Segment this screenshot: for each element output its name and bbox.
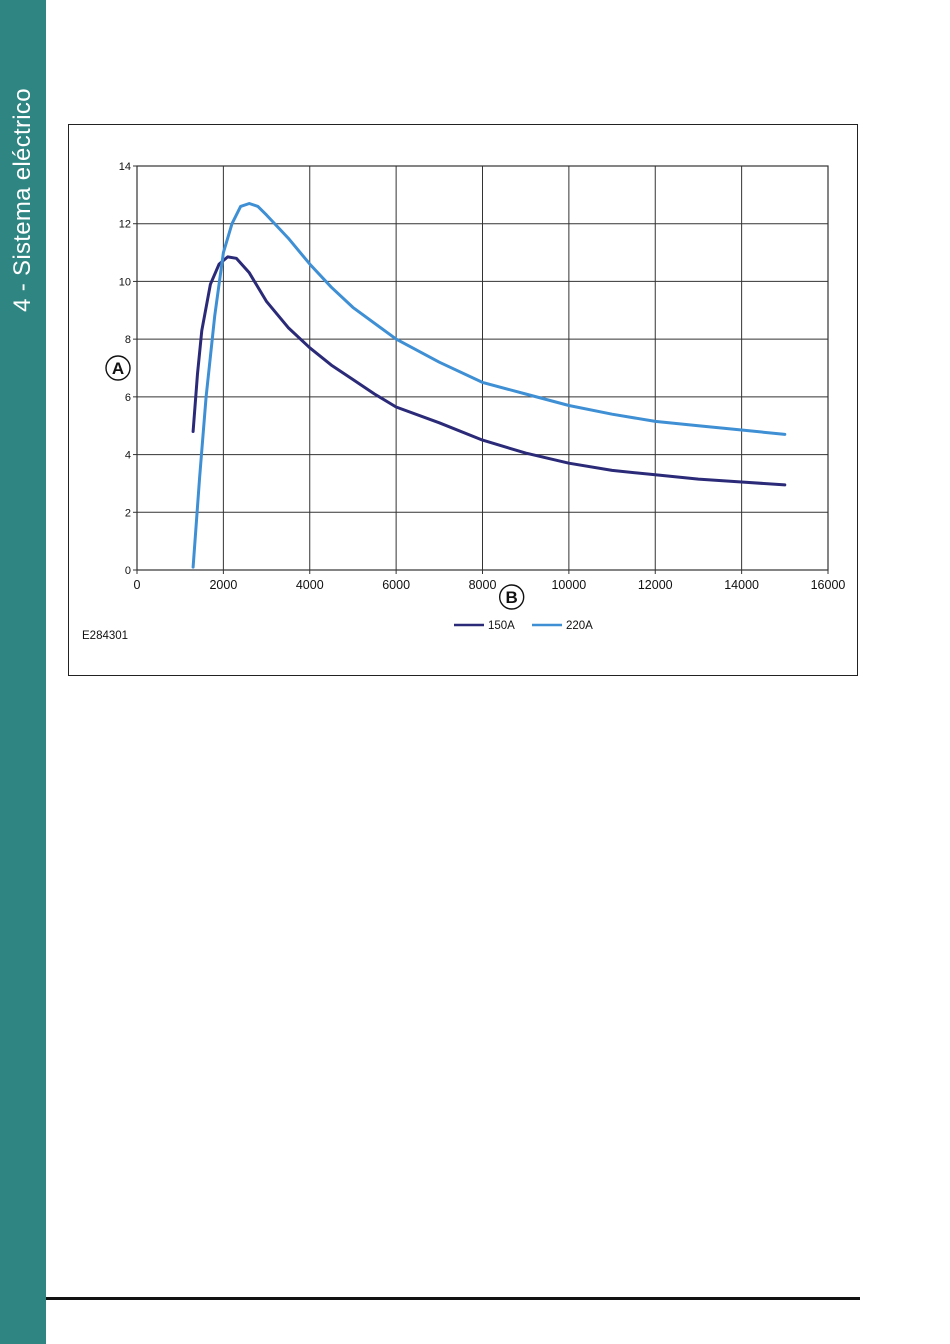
x-tick-label: 12000 <box>638 578 673 592</box>
y-tick-label: 0 <box>125 565 131 577</box>
line-chart: 0 2000 4000 6000 8000 10000 12000 14000 16000 0 2 4… <box>82 161 846 642</box>
section-side-band: 4 - Sistema eléctrico <box>0 0 46 1344</box>
x-tick-label: 6000 <box>382 578 410 592</box>
footer-rule <box>46 1297 860 1300</box>
x-tick-label: 16000 <box>811 578 846 592</box>
y-axis-badge <box>105 355 131 381</box>
series-line-150a <box>191 255 787 487</box>
x-tick-label: 8000 <box>469 578 497 592</box>
x-axis-label: B <box>506 588 518 607</box>
x-tick-label: 4000 <box>296 578 324 592</box>
y-axis-label: A <box>112 359 124 378</box>
y-tick-label: 4 <box>125 450 131 462</box>
y-tick-label: 14 <box>119 161 131 173</box>
legend-label-150a: 150A <box>488 620 515 632</box>
x-tick-label: 10000 <box>551 578 586 592</box>
figure-box: 0 2000 4000 6000 8000 10000 12000 14000 16000 0 2 4… <box>68 124 858 676</box>
y-tick-label: 12 <box>119 219 131 231</box>
series-line-220a <box>191 202 787 569</box>
y-tick-label: 6 <box>125 392 131 404</box>
y-tick-label: 2 <box>125 507 131 519</box>
x-axis-badge <box>498 584 525 610</box>
x-tick-label: 2000 <box>209 578 237 592</box>
legend-label-220a: 220A <box>566 620 593 632</box>
y-tick-label: 10 <box>119 276 131 288</box>
section-title: 4 - Sistema eléctrico <box>9 88 36 312</box>
y-tick-label: 8 <box>125 334 131 346</box>
figure-code: E284301 <box>82 630 128 642</box>
x-tick-label: 14000 <box>724 578 759 592</box>
x-tick-label: 0 <box>134 578 141 592</box>
